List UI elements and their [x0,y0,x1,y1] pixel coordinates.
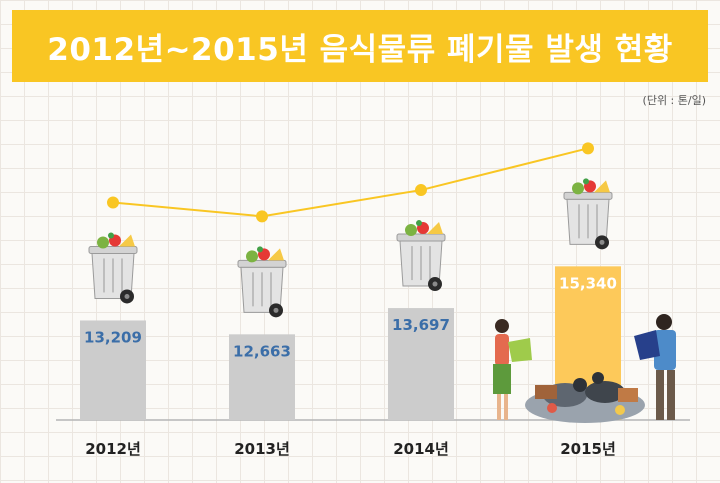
x-tick-label: 2013년 [234,440,290,458]
x-tick-label: 2012년 [85,440,141,458]
waste-scene-illustration [493,314,676,423]
x-tick-label: 2014년 [393,440,449,458]
trash-bin-with-food-icon [88,232,138,304]
man-figure-icon [634,314,676,420]
bar-2013년 [229,334,295,420]
trend-point [415,184,427,197]
bar-value-label: 12,663 [233,342,291,360]
bar-value-label: 13,209 [84,328,142,346]
bar-2014년 [388,308,454,420]
trend-point [256,210,268,223]
bar-value-label: 13,697 [392,316,450,334]
woman-figure-icon [493,319,532,420]
bar-2012년 [80,320,146,420]
trash-bin-with-food-icon [396,220,446,292]
unit-note: (단위 : 톤/일) [642,94,706,107]
trend-point [107,196,119,209]
chart-title: 2012년~2015년 음식물류 폐기물 발생 현황 [47,31,673,68]
trash-bin-with-food-icon [563,178,613,250]
title-banner: 2012년~2015년 음식물류 폐기물 발생 현황 [12,10,708,82]
trend-point [582,142,594,155]
trend-line [112,147,589,218]
bar-value-label: 15,340 [559,274,617,292]
trash-bin-with-food-icon [237,246,287,318]
x-tick-label: 2015년 [560,440,616,458]
